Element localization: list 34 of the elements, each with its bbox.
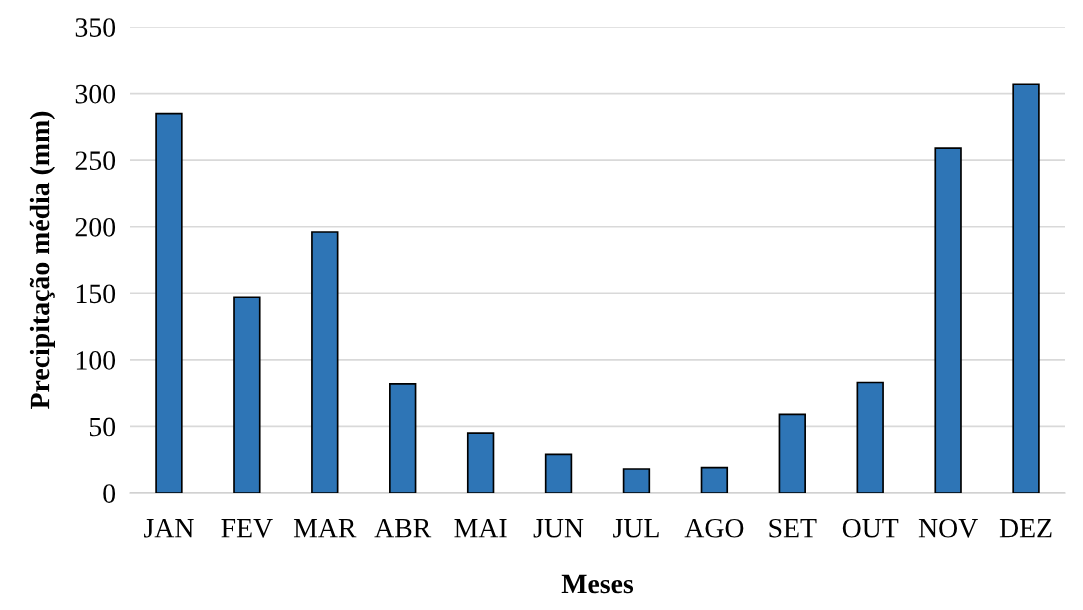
y-tick-label: 50 bbox=[89, 417, 116, 437]
x-tick-label: SET bbox=[769, 518, 817, 538]
y-tick-label: 0 bbox=[103, 484, 116, 503]
bar bbox=[544, 453, 573, 493]
bar bbox=[778, 413, 806, 493]
y-axis-title: Precipitação média (mm) bbox=[29, 111, 55, 409]
y-tick-label: 150 bbox=[76, 284, 116, 304]
bar bbox=[155, 112, 183, 493]
x-tick-label: JUN bbox=[533, 519, 584, 538]
y-tick-label: 250 bbox=[75, 151, 116, 171]
x-tick-label: MAR bbox=[293, 518, 357, 538]
x-tick-label: ABR bbox=[374, 518, 432, 538]
bar bbox=[622, 468, 651, 493]
x-tick-label: JUL bbox=[613, 519, 659, 538]
x-tick-label: MAI bbox=[454, 518, 507, 538]
y-tick-label: 350 bbox=[75, 18, 116, 37]
x-tick-label: DEZ bbox=[999, 519, 1052, 538]
x-axis-title: Meses bbox=[561, 574, 634, 594]
bar bbox=[389, 382, 417, 493]
x-tick-label: NOV bbox=[918, 518, 978, 538]
bar bbox=[1012, 83, 1040, 493]
bar bbox=[233, 296, 261, 493]
x-tick-label: OUT bbox=[842, 518, 899, 538]
bar bbox=[700, 466, 729, 493]
bar bbox=[934, 147, 962, 493]
bar bbox=[856, 381, 884, 493]
y-tick-label: 200 bbox=[75, 217, 116, 237]
x-tick-label: JAN bbox=[144, 518, 194, 538]
bar bbox=[311, 231, 339, 493]
y-tick-label: 300 bbox=[75, 84, 116, 104]
x-tick-label: FEV bbox=[221, 519, 273, 538]
bar bbox=[466, 432, 495, 493]
y-tick-label: 100 bbox=[76, 351, 116, 370]
x-tick-label: AGO bbox=[684, 518, 744, 538]
